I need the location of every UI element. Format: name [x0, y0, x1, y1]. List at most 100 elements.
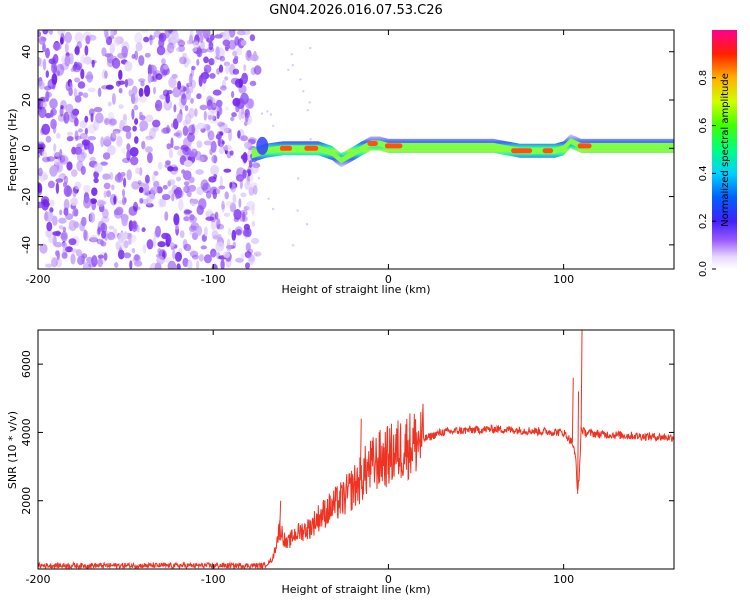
noise-blob	[61, 252, 68, 259]
noise-blob	[190, 65, 195, 77]
noise-blob	[103, 136, 112, 146]
noise-blob	[122, 196, 127, 206]
snr-spike	[359, 418, 362, 481]
noise-blob	[49, 199, 55, 207]
snr-panel: -200 -100 0 100 2000 4000 6000 Height of stra…	[6, 329, 675, 596]
noise-blob	[248, 160, 253, 168]
noise-blob	[56, 250, 60, 261]
noise-blob	[244, 251, 252, 259]
noise-blob	[139, 127, 145, 132]
noise-blob	[271, 207, 275, 211]
noise-blob	[182, 125, 189, 136]
noise-blob	[183, 216, 190, 222]
noise-blob	[215, 133, 222, 140]
noise-blob	[87, 124, 96, 134]
colorbar-gradient	[712, 30, 737, 269]
noise-blob	[84, 45, 89, 56]
noise-blob	[195, 169, 204, 175]
noise-blob	[191, 79, 196, 89]
noise-blob	[167, 179, 176, 186]
noise-blob	[157, 241, 166, 248]
noise-blob	[236, 47, 243, 56]
noise-blob	[195, 225, 203, 236]
noise-blob	[50, 110, 54, 118]
noise-blob	[87, 87, 96, 93]
noise-blob	[222, 30, 230, 42]
noise-blob	[165, 235, 169, 248]
noise-blob	[162, 185, 168, 190]
noise-blob	[240, 253, 245, 260]
colorbar-ticks: 0.0 0.2 0.4 0.6 0.8	[698, 70, 716, 277]
snr-spike	[571, 377, 574, 443]
noise-blob	[122, 157, 131, 164]
noise-blob	[238, 198, 242, 208]
noise-blob	[234, 36, 240, 46]
noise-blob	[186, 190, 192, 198]
noise-blob	[114, 173, 124, 183]
noise-blob	[218, 185, 226, 190]
noise-blob	[131, 181, 141, 190]
noise-blob	[198, 253, 204, 262]
noise-blob	[147, 152, 153, 164]
colorbar: 0.0 0.2 0.4 0.6 0.8 Normalized spectral ampl…	[698, 30, 737, 277]
noise-blob	[215, 241, 225, 252]
noise-blob	[173, 145, 180, 150]
noise-blob	[230, 116, 235, 122]
noise-blob	[45, 211, 54, 223]
noise-blob	[181, 93, 186, 100]
noise-blob	[203, 254, 212, 264]
noise-blob	[232, 68, 240, 75]
noise-blob	[122, 189, 125, 197]
noise-blob	[135, 167, 141, 175]
noise-blob	[86, 71, 94, 83]
noise-blob	[188, 107, 195, 119]
noise-blob	[107, 145, 116, 156]
signal-onset-blob	[256, 136, 269, 155]
noise-region	[38, 30, 312, 269]
noise-blob	[232, 193, 237, 204]
noise-blob	[138, 55, 145, 66]
noise-blob	[195, 30, 203, 36]
noise-blob	[191, 254, 199, 260]
noise-blob	[93, 118, 100, 131]
noise-blob	[236, 174, 245, 182]
noise-blob	[109, 35, 115, 40]
noise-blob	[203, 110, 207, 121]
noise-blob	[89, 234, 98, 243]
noise-blob	[242, 228, 250, 237]
noise-blob	[65, 103, 74, 114]
noise-blob	[62, 226, 67, 233]
signal-peak-segment	[511, 148, 533, 154]
noise-blob	[166, 236, 173, 244]
noise-blob	[97, 226, 101, 235]
snr-frame	[37, 329, 675, 570]
noise-blob	[79, 120, 88, 129]
snr-series-line	[38, 403, 674, 569]
noise-blob	[78, 91, 84, 97]
noise-blob	[217, 121, 225, 127]
colorbar-tick-label: 0.4	[698, 165, 709, 181]
noise-blob	[137, 180, 142, 185]
noise-blob	[44, 85, 52, 91]
spectrogram-y-ticks: -40 -20 0 20 40	[20, 45, 674, 254]
noise-blob	[163, 64, 169, 70]
noise-blob	[144, 85, 151, 97]
noise-blob	[110, 132, 117, 142]
noise-blob	[124, 61, 133, 72]
noise-blob	[235, 229, 242, 235]
noise-blob	[153, 86, 156, 95]
noise-blob	[211, 230, 219, 239]
noise-blob	[51, 73, 58, 85]
noise-blob	[182, 186, 188, 193]
noise-blob	[165, 160, 171, 165]
noise-blob	[170, 137, 174, 149]
noise-blob	[130, 156, 139, 166]
noise-blob	[122, 113, 127, 121]
noise-blob	[209, 213, 217, 223]
noise-blob	[176, 263, 181, 269]
noise-blob	[80, 165, 86, 175]
noise-blob	[162, 127, 171, 134]
noise-blob	[147, 73, 152, 84]
noise-blob	[96, 199, 105, 208]
noise-blob	[118, 69, 123, 80]
